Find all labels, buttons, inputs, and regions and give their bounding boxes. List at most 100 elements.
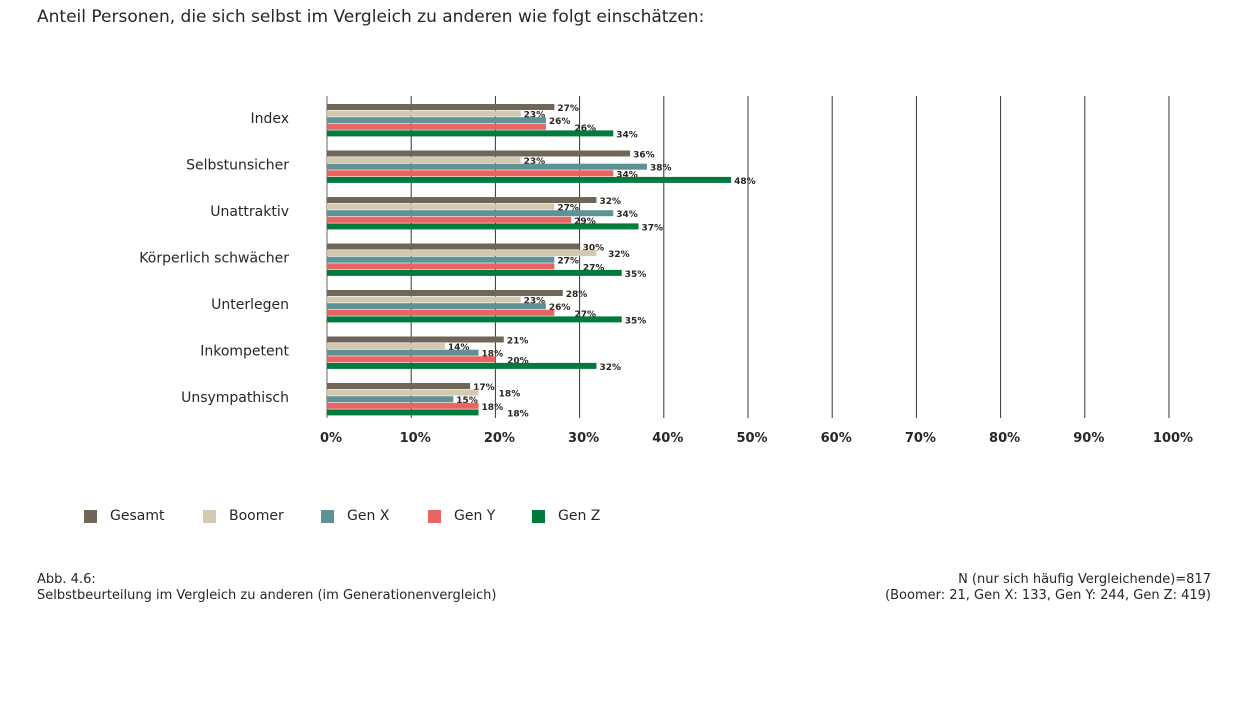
figure-description: Selbstbeurteilung im Vergleich zu andere… <box>37 588 497 603</box>
bar-gen-y <box>327 263 555 270</box>
data-label: 18% <box>507 409 529 419</box>
bar-gesamt <box>327 290 563 296</box>
data-label: 35% <box>625 316 647 326</box>
legend-item: Boomer <box>203 508 284 524</box>
data-label: 20% <box>507 356 529 366</box>
bar-boomer <box>327 250 597 257</box>
legend-label: Gen Z <box>558 508 601 524</box>
bar-gen-z <box>327 130 614 137</box>
data-label: 27% <box>557 257 579 267</box>
data-label: 34% <box>616 210 638 220</box>
bar-gen-x <box>327 396 454 403</box>
data-label: 18% <box>499 390 521 400</box>
bar-gen-x <box>327 349 479 356</box>
data-label: 36% <box>633 151 655 161</box>
data-label: 23% <box>524 157 546 167</box>
bar-gesamt <box>327 104 555 110</box>
bar-gen-z <box>327 176 732 183</box>
legend-label: Gen Y <box>454 508 496 524</box>
legend-item: Gen Z <box>532 508 600 524</box>
data-label: 30% <box>583 244 605 254</box>
data-label: 38% <box>650 164 672 174</box>
bar-gesamt <box>327 243 580 250</box>
legend-label: Gen X <box>347 508 390 524</box>
legend-swatch <box>428 509 441 523</box>
bar-gen-x <box>327 163 647 170</box>
data-label: 15% <box>456 396 478 406</box>
bar-gen-y <box>327 216 572 223</box>
sample-note: N (nur sich häufig Vergleichende)=817 (B… <box>885 572 1211 604</box>
x-tick-label: 40% <box>652 431 683 446</box>
bar-boomer <box>327 389 479 396</box>
x-tick-label: 100% <box>1153 431 1193 446</box>
bar-gesamt <box>327 383 471 389</box>
data-label: 27% <box>583 263 605 273</box>
sample-breakdown: (Boomer: 21, Gen X: 133, Gen Y: 244, Gen… <box>885 588 1211 603</box>
data-label: 48% <box>734 177 756 187</box>
data-label: 18% <box>482 403 504 413</box>
category-label: Unsympathisch <box>181 390 289 406</box>
category-label: Selbstunsicher <box>186 158 289 174</box>
x-tick-label: 90% <box>1073 431 1104 446</box>
category-label: Inkompetent <box>200 344 289 360</box>
figure-number: Abb. 4.6: <box>37 572 96 587</box>
x-tick-label: 70% <box>905 431 936 446</box>
bar-gesamt <box>327 336 504 343</box>
legend-swatch <box>321 509 334 523</box>
data-label: 27% <box>557 204 579 214</box>
bar-gen-y <box>327 170 614 177</box>
legend-label: Gesamt <box>110 508 165 524</box>
bar-boomer <box>327 343 445 350</box>
bar-gen-z <box>327 409 479 416</box>
bar-gen-z <box>327 362 597 369</box>
bar-gen-z <box>327 316 622 323</box>
chart-title: Anteil Personen, die sich selbst im Verg… <box>37 7 705 27</box>
legend-item: Gen X <box>321 508 389 524</box>
x-tick-label: 20% <box>484 431 515 446</box>
legend-label: Boomer <box>229 508 284 524</box>
bar-boomer <box>327 157 521 164</box>
data-label: 29% <box>574 217 596 227</box>
bar-gen-y <box>327 309 555 316</box>
category-label: Unterlegen <box>211 297 289 313</box>
legend-swatch <box>84 509 97 523</box>
bar-gen-x <box>327 117 546 124</box>
category-label: Index <box>250 111 289 127</box>
x-tick-label: 60% <box>821 431 852 446</box>
data-label: 26% <box>549 117 571 127</box>
bar-gen-y <box>327 402 479 409</box>
legend-swatch <box>532 509 545 523</box>
data-label: 23% <box>524 297 546 307</box>
data-label: 34% <box>616 130 638 140</box>
x-tick-label: 50% <box>736 431 767 446</box>
figure-caption: Abb. 4.6: Selbstbeurteilung im Vergleich… <box>37 572 496 604</box>
bar-gen-x <box>327 256 555 263</box>
x-tick-label: 0% <box>320 431 342 446</box>
category-label: Unattraktiv <box>210 204 289 220</box>
data-label: 32% <box>599 197 621 207</box>
data-label: 23% <box>524 111 546 121</box>
data-label: 35% <box>625 270 647 280</box>
bar-gen-x <box>327 303 546 310</box>
bar-gen-z <box>327 223 639 230</box>
data-label: 18% <box>482 350 504 360</box>
bar-gen-x <box>327 210 614 217</box>
x-tick-label: 10% <box>400 431 431 446</box>
data-label: 21% <box>507 337 529 347</box>
legend-item: Gesamt <box>84 508 164 524</box>
bar-boomer <box>327 203 555 210</box>
data-label: 32% <box>599 363 621 373</box>
data-label: 27% <box>574 310 596 320</box>
x-tick-label: 80% <box>989 431 1020 446</box>
x-tick-label: 30% <box>568 431 599 446</box>
legend-swatch <box>203 509 216 523</box>
bar-gen-y <box>327 356 496 363</box>
data-label: 32% <box>608 250 630 260</box>
data-label: 27% <box>557 104 579 114</box>
bar-gen-z <box>327 269 622 276</box>
bar-gesamt <box>327 150 631 157</box>
data-label: 14% <box>448 343 470 353</box>
data-label: 34% <box>616 170 638 180</box>
data-label: 28% <box>566 290 588 300</box>
